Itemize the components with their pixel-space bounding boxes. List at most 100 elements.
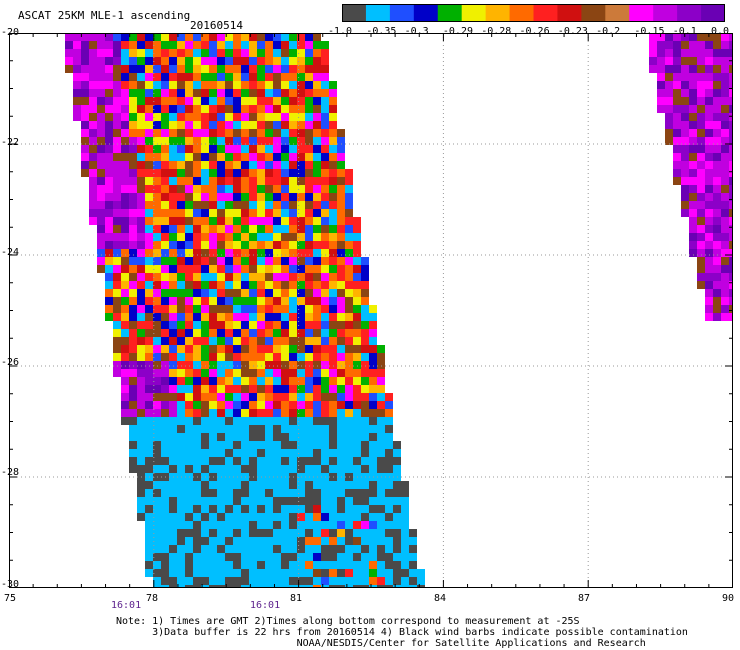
swath-cell	[177, 225, 185, 233]
swath-cell	[665, 137, 673, 145]
swath-cell	[121, 193, 129, 201]
swath-cell	[313, 433, 321, 441]
swath-cell	[129, 169, 137, 177]
swath-cell	[393, 465, 401, 473]
swath-cell	[185, 153, 193, 161]
swath-cell	[121, 353, 129, 361]
swath-cell	[721, 289, 729, 297]
swath-cell	[201, 225, 209, 233]
swath-cell	[121, 33, 129, 41]
swath-cell	[385, 465, 393, 473]
swath-cell	[209, 193, 217, 201]
swath-cell	[201, 569, 209, 577]
swath-cell	[713, 169, 721, 177]
swath-cell	[137, 153, 145, 161]
swath-cell	[705, 177, 713, 185]
swath-cell	[249, 569, 257, 577]
swath-cell	[337, 153, 345, 161]
swath-cell	[209, 169, 217, 177]
swath-cell	[193, 57, 201, 65]
swath-cell	[361, 273, 369, 281]
swath-cell	[185, 113, 193, 121]
swath-cell	[305, 89, 313, 97]
swath-cell	[313, 401, 321, 409]
swath-cell	[217, 561, 225, 569]
swath-cell	[153, 521, 161, 529]
swath-cell	[177, 201, 185, 209]
swath-cell	[241, 417, 249, 425]
swath-cell	[369, 545, 377, 553]
swath-cell	[369, 337, 377, 345]
swath-cell	[377, 561, 385, 569]
swath-cell	[297, 73, 305, 81]
swath-cell	[673, 177, 681, 185]
swath-cell	[305, 153, 313, 161]
swath-cell	[345, 577, 353, 585]
swath-cell	[369, 521, 377, 529]
swath-cell	[689, 177, 697, 185]
swath-cell	[121, 401, 129, 409]
swath-cell	[729, 225, 733, 233]
swath-cell	[241, 33, 249, 41]
swath-cell	[297, 137, 305, 145]
swath-cell	[729, 137, 733, 145]
swath-cell	[201, 337, 209, 345]
swath-cell	[401, 529, 409, 537]
swath-cell	[161, 97, 169, 105]
swath-cell	[185, 305, 193, 313]
swath-cell	[137, 385, 145, 393]
swath-cell	[201, 489, 209, 497]
swath-cell	[289, 145, 297, 153]
swath-cell	[305, 529, 313, 537]
swath-cell	[121, 97, 129, 105]
swath-cell	[361, 569, 369, 577]
swath-cell	[329, 313, 337, 321]
swath-cell	[297, 233, 305, 241]
swath-cell	[281, 361, 289, 369]
swath-cell	[241, 289, 249, 297]
swath-cell	[721, 273, 729, 281]
swath-cell	[265, 569, 273, 577]
swath-cell	[177, 305, 185, 313]
swath-cell	[113, 249, 121, 257]
swath-cell	[257, 569, 265, 577]
swath-cell	[257, 33, 265, 41]
swath-cell	[265, 49, 273, 57]
swath-cell	[249, 97, 257, 105]
swath-cell	[361, 321, 369, 329]
swath-cell	[705, 153, 713, 161]
swath-cell	[169, 433, 177, 441]
swath-cell	[129, 129, 137, 137]
swath-cell	[185, 393, 193, 401]
swath-cell	[705, 161, 713, 169]
swath-cell	[681, 201, 689, 209]
swath-cell	[129, 225, 137, 233]
swath-cell	[169, 89, 177, 97]
swath-cell	[377, 393, 385, 401]
swath-cell	[297, 465, 305, 473]
swath-cell	[129, 313, 137, 321]
swath-cell	[297, 89, 305, 97]
swath-cell	[97, 81, 105, 89]
swath-cell	[113, 345, 121, 353]
swath-cell	[257, 281, 265, 289]
swath-cell	[385, 457, 393, 465]
swath-cell	[209, 433, 217, 441]
swath-cell	[105, 113, 113, 121]
swath-cell	[209, 121, 217, 129]
swath-cell	[273, 545, 281, 553]
swath-cell	[337, 441, 345, 449]
swath-cell	[281, 585, 289, 588]
swath-cell	[657, 49, 665, 57]
swath-cell	[297, 497, 305, 505]
swath-cell	[161, 345, 169, 353]
swath-cell	[121, 265, 129, 273]
swath-cell	[281, 441, 289, 449]
swath-cell	[161, 513, 169, 521]
swath-cell	[249, 329, 257, 337]
swath-cell	[345, 585, 353, 588]
swath-cell	[305, 345, 313, 353]
swath-cell	[289, 393, 297, 401]
swath-cell	[89, 97, 97, 105]
swath-cell	[145, 41, 153, 49]
